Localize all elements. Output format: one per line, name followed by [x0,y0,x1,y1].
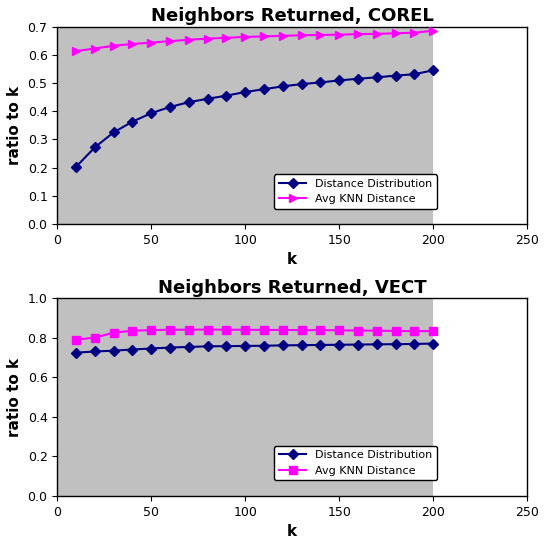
Avg KNN Distance [317,32,324,38]
Avg KNN Distance [430,27,436,34]
Avg KNN Distance [373,328,380,334]
Distance Distribution [355,75,361,82]
X-axis label: k: k [287,252,297,268]
Avg KNN Distance [392,30,399,37]
Distance Distribution [167,104,173,110]
Avg KNN Distance [298,32,305,39]
Avg KNN Distance [92,334,98,341]
Avg KNN Distance [373,31,380,37]
Avg KNN Distance [411,29,418,36]
Avg KNN Distance [204,35,211,42]
Avg KNN Distance [336,32,342,38]
Bar [57,27,433,224]
Y-axis label: ratio to k: ratio to k [7,86,22,165]
Avg KNN Distance [186,327,192,333]
X-axis label: k: k [287,524,297,539]
Avg KNN Distance [129,328,136,334]
Distance Distribution [373,74,380,81]
Avg KNN Distance [355,31,361,37]
Distance Distribution [392,73,399,79]
Distance Distribution [186,99,192,105]
Distance Distribution [430,67,436,74]
Distance Distribution [204,343,211,349]
Avg KNN Distance [92,45,98,52]
Bar [57,298,433,496]
Avg KNN Distance [242,34,248,40]
Avg KNN Distance [204,327,211,333]
Avg KNN Distance [280,33,286,39]
Avg KNN Distance [242,327,248,333]
Avg KNN Distance [392,328,399,334]
Distance Distribution [129,118,136,125]
Y-axis label: ratio to k: ratio to k [7,358,22,436]
Distance Distribution [411,71,418,78]
Distance Distribution [73,349,79,356]
Distance Distribution [392,341,399,347]
Distance Distribution [430,340,436,347]
Legend: Distance Distribution, Avg KNN Distance: Distance Distribution, Avg KNN Distance [274,446,437,480]
Avg KNN Distance [260,33,267,40]
Line: Avg KNN Distance: Avg KNN Distance [72,325,437,344]
Distance Distribution [280,83,286,90]
Distance Distribution [92,144,98,151]
Line: Distance Distribution: Distance Distribution [73,340,437,356]
Avg KNN Distance [186,37,192,43]
Avg KNN Distance [317,327,324,334]
Distance Distribution [167,344,173,351]
Avg KNN Distance [223,327,230,333]
Distance Distribution [260,86,267,92]
Avg KNN Distance [73,336,79,343]
Distance Distribution [336,341,342,348]
Avg KNN Distance [73,48,79,55]
Avg KNN Distance [280,327,286,333]
Avg KNN Distance [430,328,436,334]
Avg KNN Distance [336,327,342,334]
Distance Distribution [298,342,305,348]
Distance Distribution [92,348,98,355]
Distance Distribution [223,92,230,99]
Distance Distribution [242,343,248,349]
Line: Avg KNN Distance: Avg KNN Distance [72,27,437,55]
Avg KNN Distance [129,41,136,48]
Title: Neighbors Returned, COREL: Neighbors Returned, COREL [151,7,434,25]
Distance Distribution [204,96,211,102]
Distance Distribution [280,342,286,349]
Distance Distribution [317,79,324,86]
Avg KNN Distance [223,34,230,41]
Distance Distribution [148,345,155,352]
Avg KNN Distance [110,329,117,336]
Avg KNN Distance [298,327,305,334]
Distance Distribution [129,346,136,353]
Line: Distance Distribution: Distance Distribution [73,67,437,170]
Distance Distribution [373,341,380,348]
Avg KNN Distance [411,328,418,334]
Avg KNN Distance [148,327,155,334]
Avg KNN Distance [110,43,117,49]
Avg KNN Distance [355,327,361,334]
Distance Distribution [148,110,155,116]
Distance Distribution [336,77,342,84]
Distance Distribution [223,343,230,349]
Avg KNN Distance [148,39,155,46]
Distance Distribution [411,341,418,347]
Distance Distribution [260,342,267,349]
Distance Distribution [73,164,79,170]
Distance Distribution [317,342,324,348]
Avg KNN Distance [167,38,173,44]
Avg KNN Distance [167,327,173,333]
Legend: Distance Distribution, Avg KNN Distance: Distance Distribution, Avg KNN Distance [274,174,437,209]
Avg KNN Distance [260,327,267,333]
Title: Neighbors Returned, VECT: Neighbors Returned, VECT [158,278,426,296]
Distance Distribution [355,341,361,348]
Distance Distribution [242,89,248,96]
Distance Distribution [298,81,305,87]
Distance Distribution [110,347,117,354]
Distance Distribution [186,343,192,350]
Distance Distribution [110,129,117,135]
